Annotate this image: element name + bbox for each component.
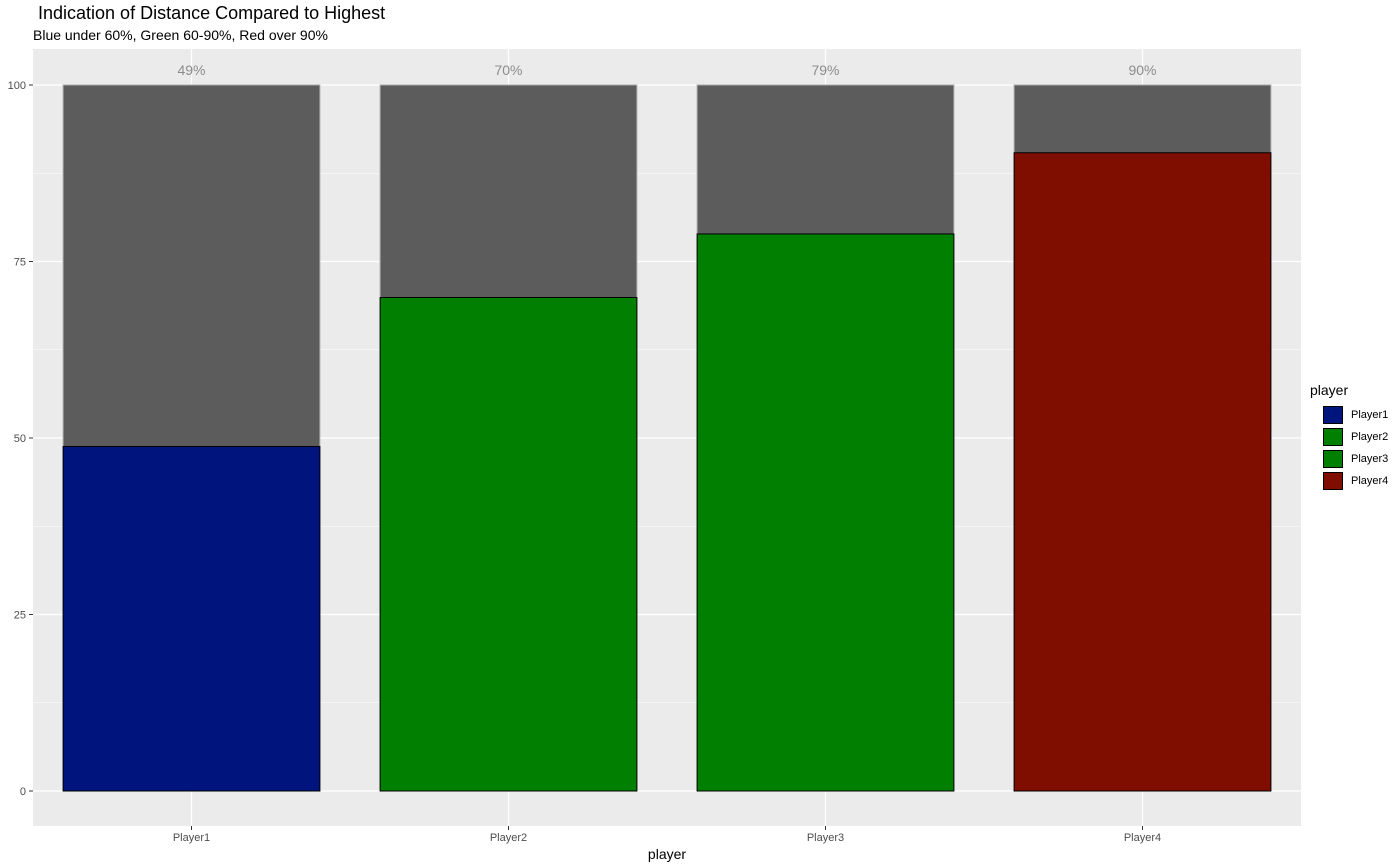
value-bar <box>1013 152 1272 792</box>
chart-title: Indication of Distance Compared to Highe… <box>38 3 386 23</box>
x-tick-label: Player1 <box>173 832 210 844</box>
y-tick-label: 0 <box>20 786 26 798</box>
legend-label: Player4 <box>1351 475 1389 487</box>
x-axis-title: player <box>648 846 686 862</box>
y-tick-label: 50 <box>14 433 26 445</box>
legend-item-player1: Player1 <box>1310 404 1388 426</box>
y-tick-label: 25 <box>14 610 26 622</box>
chart-subtitle: Blue under 60%, Green 60-90%, Red over 9… <box>33 27 328 43</box>
legend-title: player <box>1310 382 1349 398</box>
data-label: 70% <box>494 62 522 78</box>
legend-label: Player3 <box>1351 453 1389 465</box>
y-tick-label: 100 <box>8 80 26 92</box>
data-label: 90% <box>1128 62 1156 78</box>
legend-item-player3: Player3 <box>1310 448 1388 470</box>
legend-item-player4: Player4 <box>1310 470 1388 492</box>
legend-label: Player2 <box>1351 431 1389 443</box>
data-label: 49% <box>177 62 205 78</box>
legend-swatch <box>1323 472 1343 490</box>
legend-label: Player1 <box>1351 409 1389 421</box>
value-bar <box>696 233 955 792</box>
legend: player Player1 Player2 Player3 Player4 <box>1310 382 1388 492</box>
legend-swatch <box>1323 428 1343 446</box>
x-tick-label: Player2 <box>490 832 527 844</box>
value-bar <box>62 445 321 792</box>
legend-swatch <box>1323 406 1343 424</box>
legend-swatch <box>1323 450 1343 468</box>
y-tick-label: 75 <box>14 257 26 269</box>
x-tick-label: Player4 <box>1124 832 1161 844</box>
value-bar <box>379 297 638 792</box>
x-tick-label: Player3 <box>807 832 844 844</box>
legend-item-player2: Player2 <box>1310 426 1388 448</box>
data-label: 79% <box>811 62 839 78</box>
